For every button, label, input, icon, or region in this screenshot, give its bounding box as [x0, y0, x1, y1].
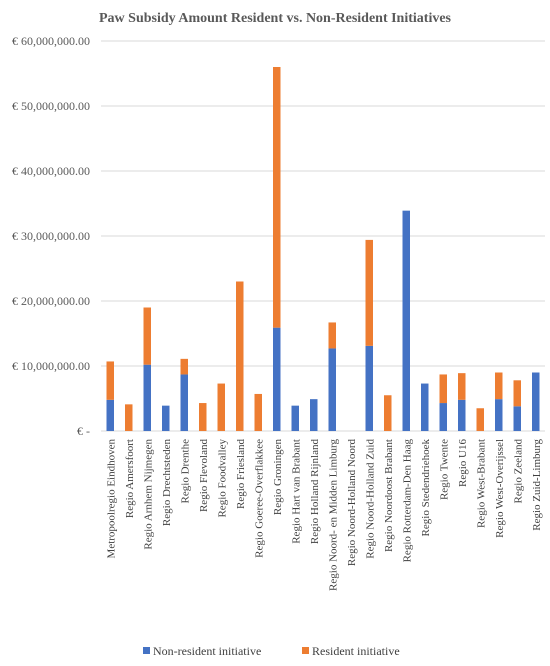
bar-resident	[365, 239, 373, 346]
bars	[106, 67, 540, 431]
bar-non-resident	[495, 399, 503, 431]
bar-resident	[476, 408, 484, 431]
x-category-label: Metropoolregio Eindhoven	[105, 439, 117, 559]
bar-resident	[384, 395, 392, 431]
x-category-label: Regio Groningen	[272, 439, 284, 516]
legend-swatch-non-resident	[143, 647, 150, 654]
y-tick-label: € 10,000,000.00	[12, 359, 90, 373]
x-category-label: Regio West-Brabant	[475, 439, 487, 528]
bar-resident	[125, 404, 133, 431]
bar-resident	[495, 372, 503, 400]
bar-non-resident	[458, 399, 466, 431]
x-category-label: Regio Hart van Brabant	[290, 439, 302, 544]
x-category-label: Regio Noord- en Midden Limburg	[327, 439, 339, 591]
bar-resident	[236, 281, 244, 431]
bar-non-resident	[421, 383, 429, 431]
x-category-label: Regio Drechtsteden	[161, 439, 173, 527]
x-category-label: Regio Noord-Holland Zuid	[364, 439, 376, 559]
x-category-label: Regio Twente	[438, 439, 450, 500]
x-category-label: Regio Goeree-Overflakkee	[253, 439, 265, 558]
bar-non-resident	[180, 374, 188, 431]
bar-non-resident	[310, 399, 318, 431]
bar-resident	[458, 373, 466, 400]
bar-resident	[273, 67, 281, 328]
x-category-label: Regio Holland Rijnland	[309, 439, 321, 545]
bar-non-resident	[291, 405, 299, 431]
bar-resident	[439, 374, 447, 404]
x-category-label: Regio Foodvalley	[216, 439, 228, 518]
x-category-label: Regio Rotterdam-Den Haag	[401, 439, 413, 563]
y-axis-tick-labels: € - € 10,000,000.00 € 20,000,000.00 € 30,00…	[12, 34, 90, 438]
y-tick-label: € 30,000,000.00	[12, 229, 90, 243]
x-category-label: Regio Amersfoort	[124, 439, 136, 518]
x-category-label: Regio Flevoland	[198, 439, 210, 513]
bar-non-resident	[328, 348, 336, 431]
bar-non-resident	[143, 364, 151, 431]
bar-non-resident	[365, 345, 373, 431]
x-category-label: Regio Friesland	[235, 439, 247, 509]
bar-non-resident	[532, 372, 540, 431]
bar-resident	[328, 322, 336, 349]
gridlines	[101, 40, 545, 432]
bar-non-resident	[162, 405, 170, 431]
bar-resident	[254, 393, 262, 431]
x-category-label: Regio Drenthe	[179, 439, 191, 504]
bar-resident	[513, 380, 521, 407]
y-tick-label: € 50,000,000.00	[12, 99, 90, 113]
x-category-label: Regio Noord-Holland Noord	[346, 439, 358, 567]
x-category-label: Regio Arnhem Nijmegen	[142, 439, 154, 550]
bar-non-resident	[106, 399, 114, 431]
bar-resident	[217, 383, 225, 431]
legend-swatch-resident	[302, 647, 309, 654]
x-category-label: Regio Stedendriehoek	[420, 439, 432, 537]
x-category-label: Regio Zeeland	[512, 439, 524, 504]
legend-label-resident: Resident initiative	[312, 644, 400, 658]
legend: Non-resident initiative Resident initiati…	[143, 644, 400, 658]
chart-title: Paw Subsidy Amount Resident vs. Non-Resi…	[99, 11, 452, 26]
bar-resident	[106, 361, 114, 400]
x-axis-category-labels: Metropoolregio Eindhoven Regio Amersfoort…	[105, 439, 543, 591]
y-tick-label: € 60,000,000.00	[12, 34, 90, 48]
legend-label-non-resident: Non-resident initiative	[153, 644, 261, 658]
bar-non-resident	[273, 327, 281, 431]
y-tick-label: € -	[77, 424, 90, 438]
y-tick-label: € 20,000,000.00	[12, 294, 90, 308]
x-category-label: Regio Noordoost Brabant	[383, 439, 395, 552]
x-category-label: Regio Zuid-Limburg	[531, 439, 543, 531]
x-category-label: Regio U16	[457, 439, 469, 487]
bar-resident	[199, 403, 207, 431]
bar-resident	[143, 307, 151, 365]
y-tick-label: € 40,000,000.00	[12, 164, 90, 178]
bar-non-resident	[513, 406, 521, 431]
bar-non-resident	[439, 403, 447, 431]
x-category-label: Regio West-Overijssel	[494, 439, 506, 538]
bar-non-resident	[402, 210, 410, 431]
bar-resident	[180, 358, 188, 375]
